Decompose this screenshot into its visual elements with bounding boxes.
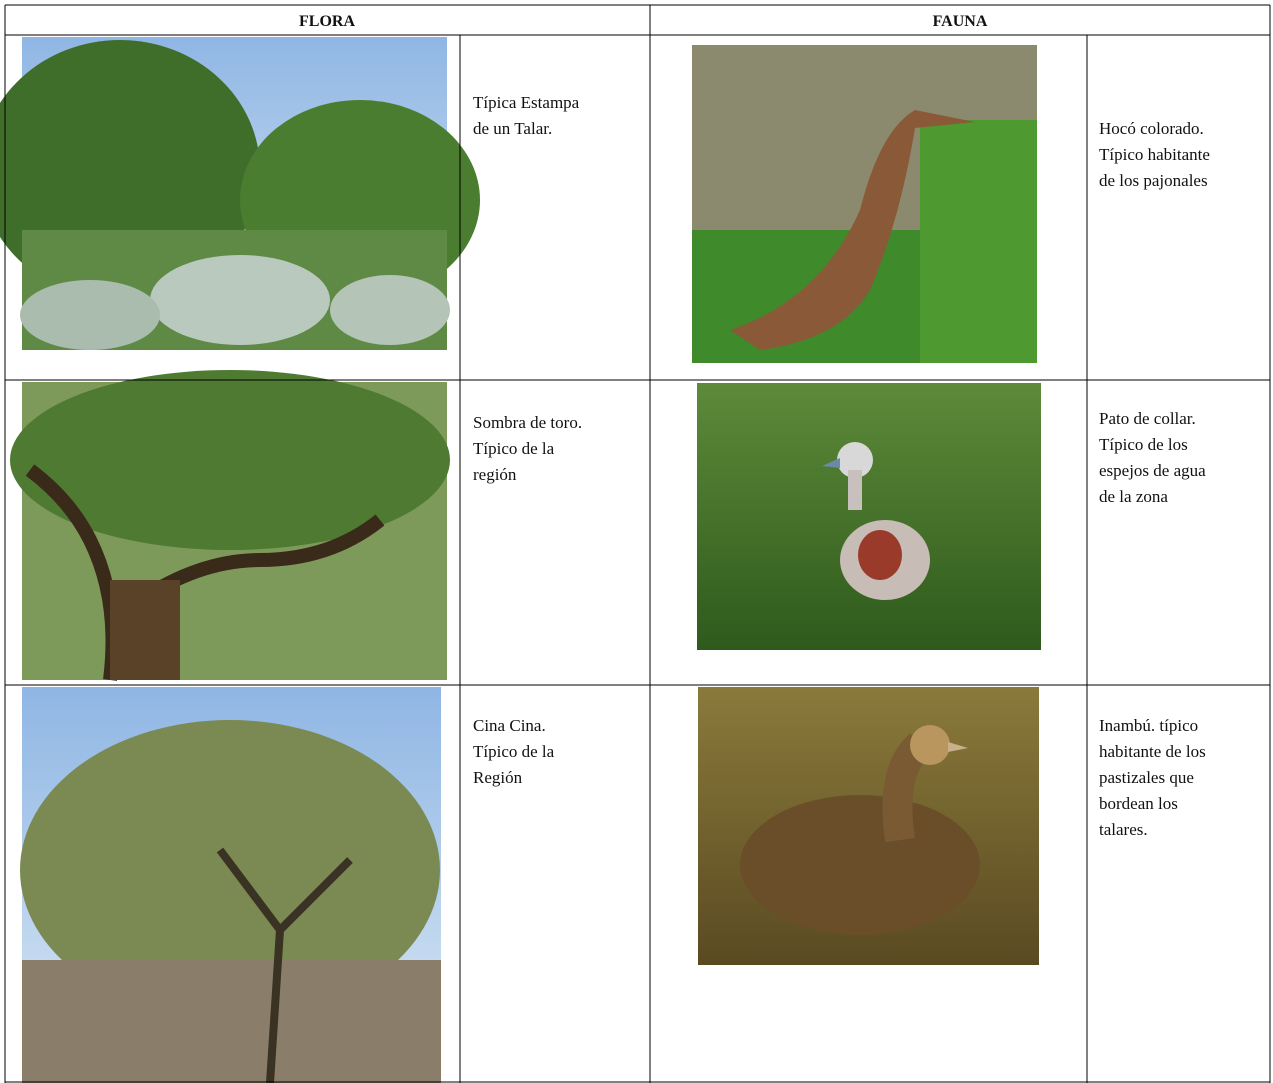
photo-hoco xyxy=(692,45,1037,363)
photo-cina-cina xyxy=(20,687,441,1083)
flora-caption: Sombra de toro. xyxy=(473,413,582,432)
flora-caption: Típico de la xyxy=(473,742,555,761)
photo-pato-de-collar xyxy=(697,383,1041,650)
fauna-caption: bordean los xyxy=(1099,794,1178,813)
flora-caption: de un Talar. xyxy=(473,119,552,138)
flora-caption: Típica Estampa xyxy=(473,93,580,112)
fauna-caption: Típico habitante xyxy=(1099,145,1210,164)
flora-caption: región xyxy=(473,465,517,484)
photo-sombra-de-toro xyxy=(10,370,450,681)
fauna-caption: talares. xyxy=(1099,820,1148,839)
photo-talar xyxy=(0,37,480,350)
flora-header: FLORA xyxy=(299,13,355,30)
fauna-caption: Hocó colorado. xyxy=(1099,119,1204,138)
fauna-caption: habitante de los xyxy=(1099,742,1206,761)
flora-caption: Cina Cina. xyxy=(473,716,546,735)
table-grid xyxy=(4,4,1271,1083)
fauna-caption: Típico de los xyxy=(1099,435,1188,454)
flora-caption: Región xyxy=(473,768,523,787)
fauna-caption: Inambú. típico xyxy=(1099,716,1198,735)
fauna-caption: de los pajonales xyxy=(1099,171,1208,190)
fauna-caption: pastizales que xyxy=(1099,768,1194,787)
flora-caption: Típico de la xyxy=(473,439,555,458)
photo-inambu xyxy=(698,687,1039,965)
fauna-caption: Pato de collar. xyxy=(1099,409,1196,428)
fauna-header: FAUNA xyxy=(933,13,988,30)
fauna-caption: espejos de agua xyxy=(1099,461,1206,480)
fauna-caption: de la zona xyxy=(1099,487,1168,506)
